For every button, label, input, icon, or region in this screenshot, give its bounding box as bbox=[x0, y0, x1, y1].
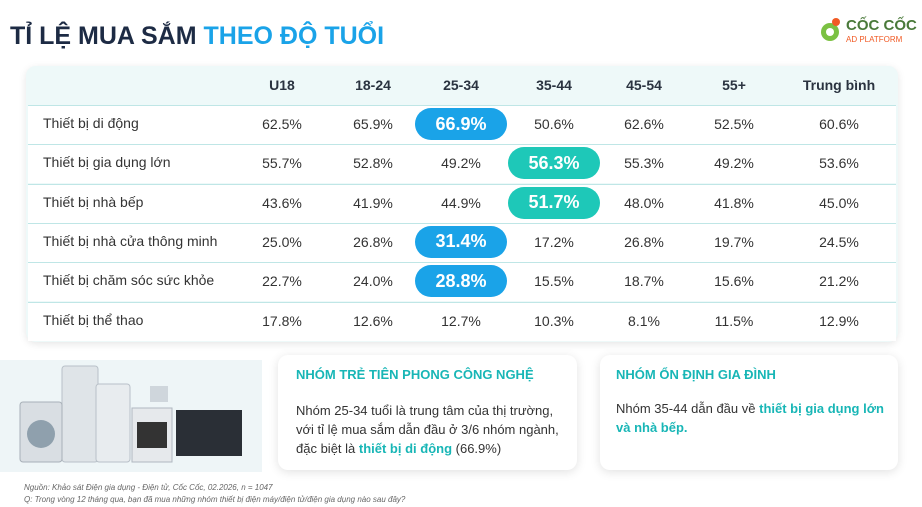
value-cell: 26.8% bbox=[353, 233, 393, 250]
logo-sub: AD PLATFORM bbox=[846, 35, 903, 44]
text: Nhóm 25-34 tuổi là trung tâm của thị trư… bbox=[296, 403, 559, 456]
question: Q: Trong vòng 12 tháng qua, bạn đã mua n… bbox=[24, 495, 406, 504]
row-label: Thiết bị thể thao bbox=[43, 311, 144, 328]
row-bg bbox=[28, 144, 896, 184]
value-cell: 49.2% bbox=[441, 155, 481, 172]
highlight-cell: 66.9% bbox=[415, 108, 507, 140]
value-cell: 10.3% bbox=[534, 312, 574, 329]
column-header: 35-44 bbox=[536, 77, 572, 93]
value-cell: 50.6% bbox=[534, 116, 574, 132]
value-cell: 53.6% bbox=[819, 155, 859, 172]
highlight-cell: 51.7% bbox=[508, 186, 600, 219]
value-cell: 24.0% bbox=[353, 273, 393, 290]
card: NHÓM ỔN ĐỊNH GIA ĐÌNH Nhóm 35-44 dẫn đầu… bbox=[600, 355, 898, 470]
value-cell: 17.8% bbox=[262, 312, 302, 329]
appliances-image bbox=[0, 360, 262, 472]
column-header: 18-24 bbox=[355, 77, 391, 93]
value-cell: 21.2% bbox=[819, 273, 859, 290]
value-cell: 12.6% bbox=[353, 312, 393, 329]
value-cell: 12.9% bbox=[819, 312, 859, 329]
card: NHÓM TRẺ TIÊN PHONG CÔNG NGHỆ Nhóm 25-34… bbox=[278, 355, 577, 470]
row-label: Thiết bị gia dụng lớn bbox=[43, 154, 171, 171]
card-body: Nhóm 35-44 dẫn đầu về thiết bị gia dụng … bbox=[616, 399, 886, 437]
logo-icon bbox=[821, 18, 840, 41]
value-cell: 52.5% bbox=[714, 116, 754, 132]
value-cell: 43.6% bbox=[262, 194, 302, 211]
value-cell: 22.7% bbox=[262, 273, 302, 290]
value-cell: 25.0% bbox=[262, 233, 302, 250]
text: (66.9%) bbox=[452, 441, 502, 456]
highlight-cell: 56.3% bbox=[508, 147, 600, 180]
value-cell: 8.1% bbox=[628, 312, 660, 329]
value-cell: 19.7% bbox=[714, 233, 754, 250]
title-highlight: THEO ĐỘ TUỔI bbox=[203, 22, 385, 50]
table: U18 18-24 25-34 35-44 45-54 55+ Trung bình Thiế… bbox=[26, 66, 898, 342]
card-title: NHÓM TRẺ TIÊN PHONG CÔNG NGHỆ bbox=[296, 367, 534, 382]
logo-name: CỐC CỐC bbox=[846, 17, 917, 34]
card-title: NHÓM ỔN ĐỊNH GIA ĐÌNH bbox=[616, 367, 776, 382]
column-header: 25-34 bbox=[443, 77, 479, 93]
emphasis: thiết bị di động bbox=[358, 441, 453, 456]
value-cell: 55.3% bbox=[624, 155, 664, 172]
value-cell: 52.8% bbox=[353, 155, 393, 172]
row-bg bbox=[28, 183, 896, 223]
title: TỈ LỆ MUA SẮM THEO ĐỘ TUỔI bbox=[10, 22, 384, 51]
value-cell: 12.7% bbox=[441, 312, 481, 329]
highlight-cell: 28.8% bbox=[415, 265, 507, 298]
text: Nhóm 35-44 dẫn đầu về bbox=[616, 401, 760, 416]
value-cell: 55.7% bbox=[262, 155, 302, 172]
value-cell: 60.6% bbox=[819, 116, 859, 132]
row-label: Thiết bị nhà cửa thông minh bbox=[43, 232, 218, 249]
value-cell: 11.5% bbox=[714, 312, 754, 329]
value-cell: 24.5% bbox=[819, 233, 859, 250]
card-body: Nhóm 25-34 tuổi là trung tâm của thị trư… bbox=[296, 401, 566, 458]
value-cell: 41.8% bbox=[714, 194, 754, 211]
header-row-bg bbox=[26, 66, 898, 104]
value-cell: 26.8% bbox=[624, 233, 664, 250]
value-cell: 15.6% bbox=[714, 273, 754, 290]
highlight-cell: 31.4% bbox=[415, 225, 507, 258]
column-header: U18 bbox=[269, 77, 295, 93]
row-label: Thiết bị chăm sóc sức khỏe bbox=[43, 272, 215, 289]
value-cell: 65.9% bbox=[353, 116, 393, 132]
column-header: Trung bình bbox=[802, 77, 876, 93]
value-cell: 49.2% bbox=[714, 155, 754, 172]
value-cell: 45.0% bbox=[819, 194, 859, 211]
column-header: 45-54 bbox=[626, 77, 662, 93]
row-bg bbox=[28, 301, 896, 341]
source: Nguồn: Khảo sát Điện gia dụng - Điện tử,… bbox=[24, 483, 273, 492]
value-cell: 15.5% bbox=[534, 273, 574, 290]
value-cell: 62.5% bbox=[262, 116, 302, 132]
value-cell: 18.7% bbox=[624, 273, 664, 290]
row-label: Thiết bị nhà bếp bbox=[43, 193, 144, 210]
value-cell: 48.0% bbox=[624, 194, 664, 211]
value-cell: 62.6% bbox=[624, 116, 664, 132]
column-header: 55+ bbox=[722, 77, 746, 93]
value-cell: 17.2% bbox=[534, 233, 574, 250]
row-label: Thiết bị di động bbox=[43, 115, 139, 131]
value-cell: 44.9% bbox=[441, 194, 481, 211]
title-main: TỈ LỆ MUA SẮM bbox=[10, 22, 197, 50]
emphasis: thiết bị gia dụng lớn và nhà bếp. bbox=[616, 401, 884, 435]
value-cell: 41.9% bbox=[353, 194, 393, 211]
